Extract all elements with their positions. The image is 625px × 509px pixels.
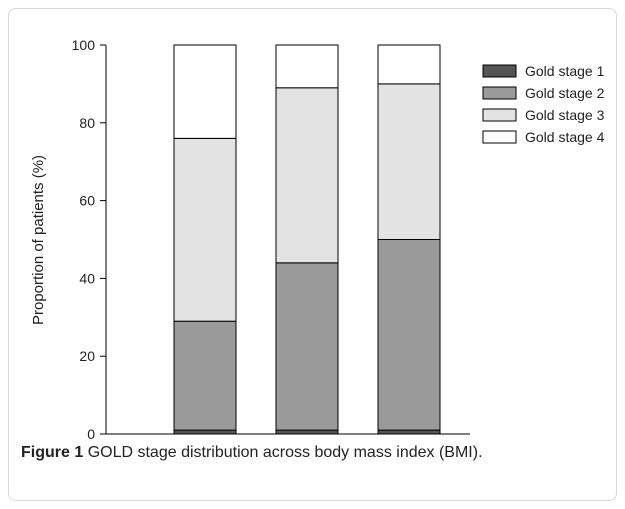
y-tick-label: 40 [79, 270, 95, 286]
caption-label: Figure 1 [21, 444, 84, 461]
bar-segment-3 [377, 83, 441, 241]
bar-segment-4 [377, 44, 441, 85]
bar-segment-4 [275, 44, 339, 89]
bar-segment-1 [275, 429, 339, 435]
legend-swatch [482, 86, 517, 100]
figure-caption: Figure 1 GOLD stage distribution across … [21, 444, 621, 462]
legend-label: Gold stage 3 [525, 107, 605, 123]
legend-label: Gold stage 4 [525, 129, 605, 145]
bar-segment-2 [377, 239, 441, 431]
bar-segment-3 [275, 87, 339, 264]
y-axis: 0 20 40 60 80 100 [72, 37, 107, 440]
legend-swatch [482, 108, 517, 122]
bar-segment-3 [173, 137, 237, 322]
legend-label: Gold stage 1 [525, 63, 605, 79]
legend-label: Gold stage 2 [525, 85, 605, 101]
bar-segment-1 [377, 429, 441, 435]
bar-segment-4 [173, 44, 237, 139]
bars [173, 44, 441, 435]
y-tick-label: 80 [79, 115, 95, 131]
bar-segment-2 [173, 320, 237, 431]
y-tick-label: 0 [87, 426, 95, 440]
y-tick-label: 20 [79, 348, 95, 364]
bar-segment-2 [275, 262, 339, 431]
y-axis-label: Proportion of patients (%) [30, 155, 47, 325]
bar-segment-1 [173, 429, 237, 435]
y-tick-label: 60 [79, 193, 95, 209]
x-axis: Normal BMIOverweightObese [106, 433, 470, 435]
stacked-bar-chart: 0 20 40 60 80 100 Normal BMIOverweightObese P… [30, 37, 605, 440]
y-tick-label: 100 [72, 37, 96, 53]
legend-swatch [482, 130, 517, 144]
legend-swatch [482, 64, 517, 78]
caption-text: GOLD stage distribution across body mass… [87, 444, 483, 461]
legend: Gold stage 1 Gold stage 2 Gold stage 3 Gold… [482, 63, 605, 145]
